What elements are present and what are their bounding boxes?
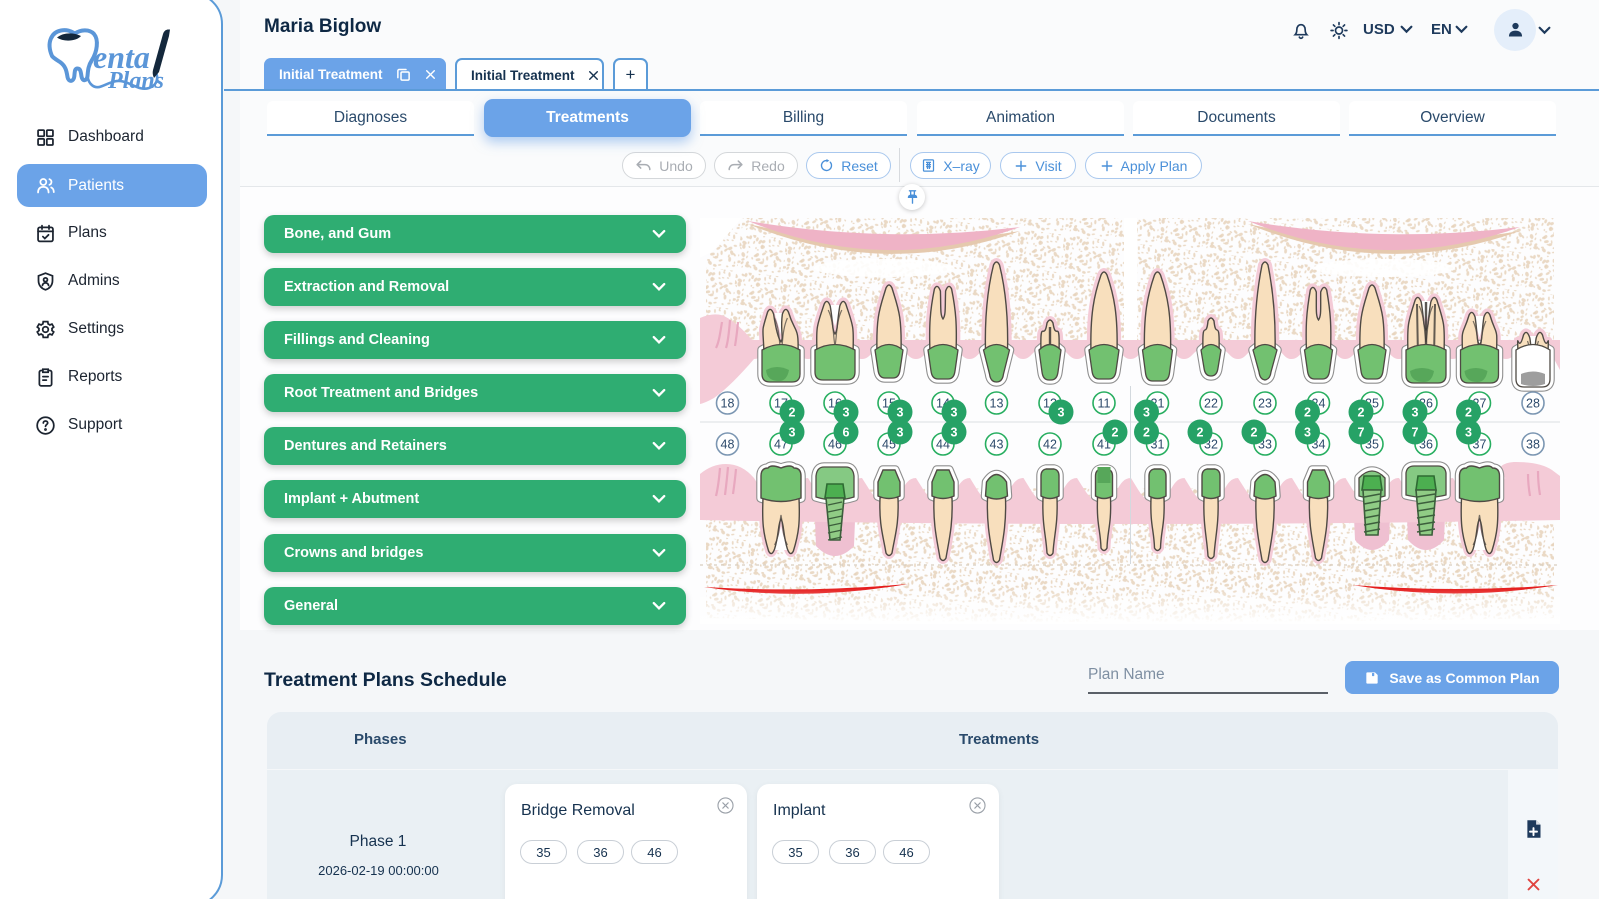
svg-text:2: 2 <box>1304 406 1311 420</box>
svg-text:2: 2 <box>1143 426 1150 440</box>
svg-text:22: 22 <box>1204 397 1218 411</box>
svg-text:11: 11 <box>1098 397 1111 411</box>
svg-text:48: 48 <box>721 438 735 452</box>
svg-text:6: 6 <box>843 426 850 440</box>
svg-text:3: 3 <box>1412 406 1419 420</box>
svg-text:38: 38 <box>1526 438 1540 452</box>
svg-text:23: 23 <box>1258 397 1272 411</box>
svg-text:3: 3 <box>951 406 958 420</box>
svg-text:3: 3 <box>1304 426 1311 440</box>
svg-text:enta: enta <box>93 39 150 75</box>
svg-text:7: 7 <box>1412 426 1419 440</box>
svg-text:28: 28 <box>1526 397 1540 411</box>
svg-text:2: 2 <box>1465 406 1472 420</box>
svg-text:3: 3 <box>951 426 958 440</box>
svg-text:18: 18 <box>721 397 735 411</box>
svg-text:42: 42 <box>1043 438 1057 452</box>
svg-text:43: 43 <box>990 438 1004 452</box>
svg-text:3: 3 <box>1465 426 1472 440</box>
svg-text:3: 3 <box>897 406 904 420</box>
svg-text:7: 7 <box>1358 426 1365 440</box>
svg-text:2: 2 <box>1197 426 1204 440</box>
svg-text:2: 2 <box>1358 406 1365 420</box>
svg-text:13: 13 <box>990 397 1004 411</box>
svg-text:2: 2 <box>789 406 796 420</box>
svg-text:3: 3 <box>1143 406 1150 420</box>
svg-text:2: 2 <box>1112 426 1119 440</box>
svg-text:3: 3 <box>1058 406 1065 420</box>
svg-text:3: 3 <box>897 426 904 440</box>
svg-text:3: 3 <box>789 426 796 440</box>
svg-text:2: 2 <box>1251 426 1258 440</box>
svg-text:3: 3 <box>843 406 850 420</box>
